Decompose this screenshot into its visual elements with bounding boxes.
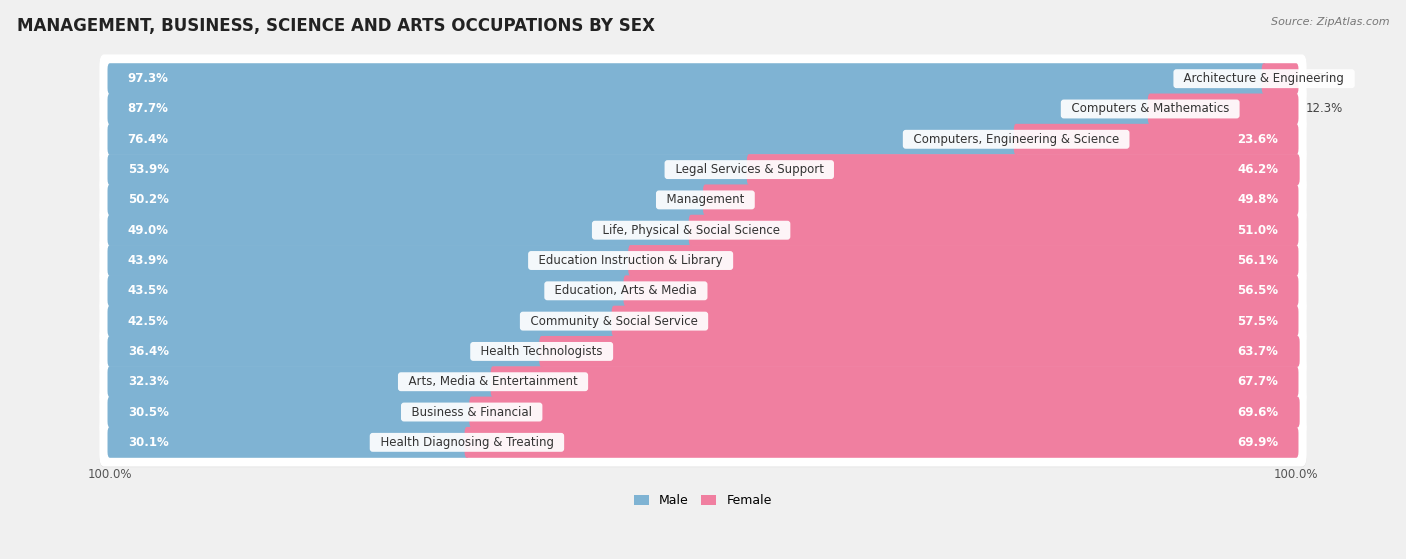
Text: 56.1%: 56.1% xyxy=(1237,254,1278,267)
Text: 53.9%: 53.9% xyxy=(128,163,169,176)
Text: 23.6%: 23.6% xyxy=(1237,133,1278,146)
FancyBboxPatch shape xyxy=(107,396,474,428)
FancyBboxPatch shape xyxy=(100,327,1306,376)
FancyBboxPatch shape xyxy=(747,154,1299,185)
FancyBboxPatch shape xyxy=(540,336,1299,367)
Text: 56.5%: 56.5% xyxy=(1237,285,1278,297)
FancyBboxPatch shape xyxy=(1147,93,1299,125)
FancyBboxPatch shape xyxy=(100,55,1306,103)
Text: 46.2%: 46.2% xyxy=(1237,163,1278,176)
FancyBboxPatch shape xyxy=(100,116,1306,164)
FancyBboxPatch shape xyxy=(1261,63,1299,94)
FancyBboxPatch shape xyxy=(100,146,1306,195)
FancyBboxPatch shape xyxy=(100,389,1306,437)
FancyBboxPatch shape xyxy=(100,297,1306,346)
Text: Legal Services & Support: Legal Services & Support xyxy=(668,163,831,176)
Text: 30.1%: 30.1% xyxy=(128,436,169,449)
Text: 67.7%: 67.7% xyxy=(1237,375,1278,389)
FancyBboxPatch shape xyxy=(107,184,707,215)
FancyBboxPatch shape xyxy=(1014,124,1299,155)
Legend: Male, Female: Male, Female xyxy=(630,489,776,512)
Text: Community & Social Service: Community & Social Service xyxy=(523,315,706,328)
FancyBboxPatch shape xyxy=(107,124,1018,155)
FancyBboxPatch shape xyxy=(107,63,1267,94)
Text: Arts, Media & Entertainment: Arts, Media & Entertainment xyxy=(401,375,585,389)
FancyBboxPatch shape xyxy=(100,85,1306,133)
FancyBboxPatch shape xyxy=(107,245,633,276)
FancyBboxPatch shape xyxy=(100,206,1306,254)
FancyBboxPatch shape xyxy=(470,396,1299,428)
FancyBboxPatch shape xyxy=(107,366,495,397)
Text: Business & Financial: Business & Financial xyxy=(404,405,540,419)
FancyBboxPatch shape xyxy=(100,207,1306,255)
FancyBboxPatch shape xyxy=(100,267,1306,315)
Text: 69.9%: 69.9% xyxy=(1237,436,1278,449)
FancyBboxPatch shape xyxy=(100,176,1306,224)
Text: 43.5%: 43.5% xyxy=(128,285,169,297)
FancyBboxPatch shape xyxy=(100,358,1306,406)
FancyBboxPatch shape xyxy=(107,336,544,367)
Text: Computers & Mathematics: Computers & Mathematics xyxy=(1064,102,1237,116)
FancyBboxPatch shape xyxy=(100,328,1306,376)
Text: 69.6%: 69.6% xyxy=(1237,405,1278,419)
FancyBboxPatch shape xyxy=(100,267,1306,316)
Text: Education Instruction & Library: Education Instruction & Library xyxy=(531,254,730,267)
FancyBboxPatch shape xyxy=(100,54,1306,103)
FancyBboxPatch shape xyxy=(623,276,1299,306)
Text: Health Diagnosing & Treating: Health Diagnosing & Treating xyxy=(373,436,561,449)
FancyBboxPatch shape xyxy=(100,115,1306,164)
Text: 36.4%: 36.4% xyxy=(128,345,169,358)
Text: Computers, Engineering & Science: Computers, Engineering & Science xyxy=(905,133,1126,146)
FancyBboxPatch shape xyxy=(100,236,1306,285)
FancyBboxPatch shape xyxy=(100,419,1306,467)
FancyBboxPatch shape xyxy=(100,145,1306,194)
FancyBboxPatch shape xyxy=(491,366,1299,397)
FancyBboxPatch shape xyxy=(107,427,470,458)
Text: 50.2%: 50.2% xyxy=(128,193,169,206)
Text: Architecture & Engineering: Architecture & Engineering xyxy=(1177,72,1351,85)
FancyBboxPatch shape xyxy=(628,245,1299,276)
FancyBboxPatch shape xyxy=(100,388,1306,436)
Text: Source: ZipAtlas.com: Source: ZipAtlas.com xyxy=(1271,17,1389,27)
FancyBboxPatch shape xyxy=(612,306,1299,337)
FancyBboxPatch shape xyxy=(100,297,1306,345)
Text: 30.5%: 30.5% xyxy=(128,405,169,419)
Text: 57.5%: 57.5% xyxy=(1237,315,1278,328)
Text: Education, Arts & Media: Education, Arts & Media xyxy=(547,285,704,297)
Text: 32.3%: 32.3% xyxy=(128,375,169,389)
Text: 12.3%: 12.3% xyxy=(1306,102,1343,116)
FancyBboxPatch shape xyxy=(100,176,1306,225)
FancyBboxPatch shape xyxy=(100,86,1306,134)
Text: 2.7%: 2.7% xyxy=(1306,72,1336,85)
FancyBboxPatch shape xyxy=(100,418,1306,467)
FancyBboxPatch shape xyxy=(100,237,1306,285)
Text: Health Technologists: Health Technologists xyxy=(474,345,610,358)
FancyBboxPatch shape xyxy=(107,93,1153,125)
FancyBboxPatch shape xyxy=(689,215,1299,245)
Text: 49.8%: 49.8% xyxy=(1237,193,1278,206)
Text: 97.3%: 97.3% xyxy=(128,72,169,85)
FancyBboxPatch shape xyxy=(107,154,752,185)
FancyBboxPatch shape xyxy=(107,276,628,306)
FancyBboxPatch shape xyxy=(703,184,1299,215)
FancyBboxPatch shape xyxy=(464,427,1299,458)
Text: MANAGEMENT, BUSINESS, SCIENCE AND ARTS OCCUPATIONS BY SEX: MANAGEMENT, BUSINESS, SCIENCE AND ARTS O… xyxy=(17,17,655,35)
Text: 43.9%: 43.9% xyxy=(128,254,169,267)
Text: 87.7%: 87.7% xyxy=(128,102,169,116)
FancyBboxPatch shape xyxy=(107,215,693,245)
FancyBboxPatch shape xyxy=(100,358,1306,406)
FancyBboxPatch shape xyxy=(107,306,616,337)
Text: 63.7%: 63.7% xyxy=(1237,345,1278,358)
Text: Management: Management xyxy=(659,193,752,206)
Text: Life, Physical & Social Science: Life, Physical & Social Science xyxy=(595,224,787,236)
Text: 51.0%: 51.0% xyxy=(1237,224,1278,236)
Text: 49.0%: 49.0% xyxy=(128,224,169,236)
Text: 42.5%: 42.5% xyxy=(128,315,169,328)
Text: 76.4%: 76.4% xyxy=(128,133,169,146)
